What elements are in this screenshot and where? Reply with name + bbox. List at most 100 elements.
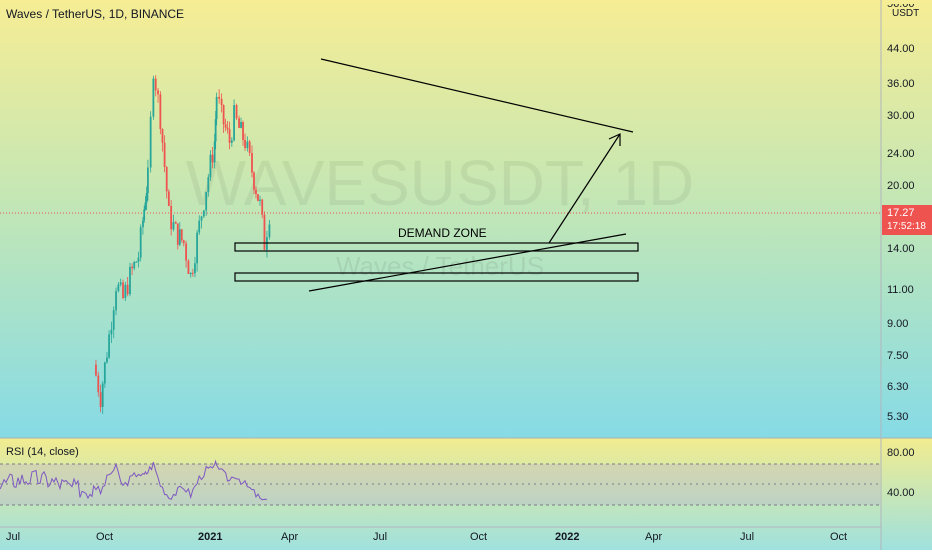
candle-body [165, 167, 168, 192]
candle-body [202, 210, 205, 217]
candle-body [263, 214, 266, 250]
candle-body [154, 78, 157, 91]
demand-zone-lower-box[interactable] [234, 272, 639, 282]
candle-body [137, 257, 140, 262]
candle-body [253, 172, 255, 190]
candle-body [145, 192, 148, 203]
time-label: Oct [830, 531, 848, 543]
candle-body [251, 152, 253, 173]
price-tick: 11.00 [887, 284, 914, 296]
candle-body [167, 191, 170, 206]
candle-body [185, 243, 187, 261]
candle-body [228, 129, 231, 143]
watermark-pair: Waves / TetherUS [336, 251, 544, 281]
candle-body [170, 205, 173, 230]
price-tick: 5.30 [887, 411, 909, 423]
candle-body [115, 291, 117, 311]
candle-body [248, 141, 251, 153]
candle-body [255, 189, 257, 195]
candle-body [224, 124, 227, 128]
price-tick: 9.00 [887, 318, 909, 330]
candle-body [147, 167, 149, 193]
candle-body [244, 139, 246, 149]
candle-body [222, 105, 225, 125]
demand-zone-label: DEMAND ZONE [398, 226, 487, 240]
candle-body [233, 105, 235, 141]
candle-body [108, 334, 110, 358]
price-tick: 56.00 [887, 0, 915, 10]
candle-body [198, 220, 201, 233]
demand-zone-upper-box[interactable] [234, 242, 639, 252]
rsi-line [0, 459, 267, 501]
candle-body [226, 127, 229, 130]
candle-body [119, 282, 122, 285]
candle-body [209, 154, 212, 178]
candle-body [143, 209, 146, 221]
price-tick: 24.00 [887, 148, 915, 160]
candle-body [238, 118, 240, 128]
time-label: Jul [373, 531, 388, 543]
candle-body [172, 222, 175, 230]
candle-body [235, 105, 238, 119]
current-price-badge: 17.27 17:52:18 [882, 205, 932, 235]
candle-body [106, 357, 108, 363]
price-tick: 6.30 [887, 381, 909, 393]
rsi-tick-40: 40.00 [887, 487, 915, 499]
time-label: 2021 [198, 531, 223, 543]
candle-body [191, 272, 194, 274]
candle-body [126, 284, 129, 295]
price-tick: 7.50 [887, 350, 909, 362]
watermark-symbol: WAVESUSDT, 1D [186, 147, 695, 219]
candle-body [99, 392, 102, 408]
candle-body [95, 364, 97, 376]
candle-body [218, 96, 221, 99]
candles [95, 75, 271, 414]
candle-body [189, 272, 192, 275]
candle-body [268, 224, 271, 238]
candle-body [159, 94, 162, 130]
candle-body [194, 263, 196, 274]
candle-body [110, 329, 113, 335]
candle-body [131, 266, 134, 269]
candle-body [187, 260, 190, 275]
candle-body [246, 141, 249, 149]
candle-body [163, 142, 166, 168]
candle-body [230, 140, 233, 143]
candle-body [178, 229, 181, 245]
price-tick: 14.00 [887, 243, 915, 255]
candle-body [133, 261, 136, 269]
candle-body [196, 232, 198, 264]
upper-trendline[interactable] [320, 58, 634, 133]
candle-body [200, 216, 203, 221]
candle-body [213, 141, 216, 163]
chart-title: Waves / TetherUS, 1D, BINANCE [6, 7, 185, 21]
main-pane-bg [0, 0, 932, 438]
candle-body [103, 362, 106, 384]
candle-body [157, 90, 159, 95]
rsi-pane [0, 459, 880, 506]
price-tick: 30.00 [887, 110, 915, 122]
time-label: Oct [470, 531, 488, 543]
rsi-pane-bg [0, 438, 932, 550]
time-label: Apr [281, 531, 299, 543]
drawings[interactable]: DEMAND ZONE [234, 58, 639, 292]
price-tick: 20.00 [887, 180, 915, 192]
currency-label: USDT [892, 8, 920, 19]
candle-body [144, 202, 147, 210]
candle-body [129, 266, 131, 295]
time-label: Oct [96, 531, 114, 543]
projection-arrow[interactable] [548, 133, 621, 244]
time-label: Jul [6, 531, 21, 543]
candle-body [142, 220, 144, 228]
candle-body [214, 119, 217, 142]
candle-body [180, 229, 183, 241]
candle-body [257, 194, 259, 201]
candle-body [149, 116, 152, 168]
candle-body [161, 129, 164, 143]
candle-body [205, 191, 208, 211]
candle-body [112, 310, 115, 330]
rsi-label: RSI (14, close) [6, 446, 79, 458]
candle-body [220, 98, 223, 106]
